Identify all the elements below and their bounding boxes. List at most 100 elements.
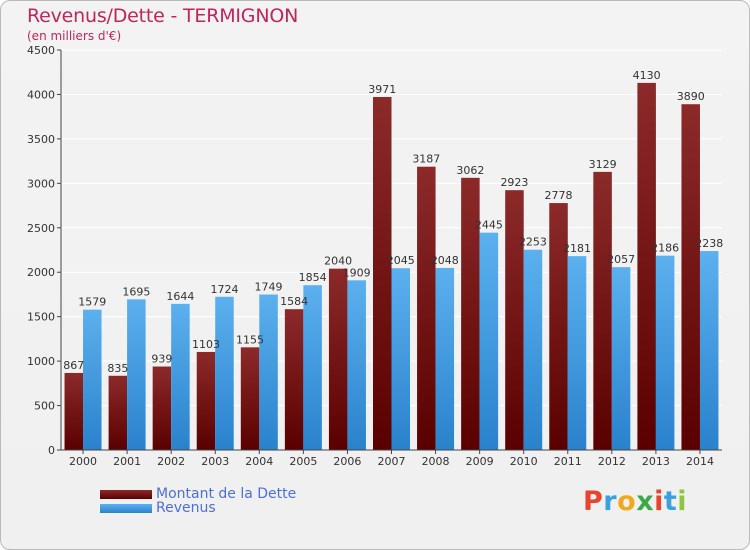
y-tick-label: 4000	[27, 88, 55, 101]
data-label-revenue: 1579	[78, 296, 106, 309]
data-label-revenue: 1644	[166, 290, 194, 303]
data-label-revenue: 2057	[607, 253, 635, 266]
bar-revenue-2013	[655, 255, 675, 450]
data-label-revenue: 1909	[343, 266, 371, 279]
bars	[64, 82, 719, 451]
data-label-debt: 2923	[500, 176, 528, 189]
legend-swatch-revenue	[100, 504, 152, 513]
bar-debt-2005	[284, 309, 304, 450]
bar-debt-2013	[637, 82, 656, 450]
data-label-debt: 3062	[456, 164, 484, 177]
logo-letter: P	[583, 486, 604, 517]
x-tick-label: 2013	[642, 455, 670, 468]
x-tick-label: 2014	[686, 455, 714, 468]
bar-debt-2004	[240, 347, 260, 450]
bar-revenue-2011	[567, 256, 587, 450]
bar-revenue-2014	[699, 251, 719, 450]
data-label-debt: 939	[151, 353, 172, 366]
data-label-revenue: 2253	[519, 236, 547, 249]
bar-debt-2000	[64, 372, 84, 450]
y-tick-label: 0	[48, 444, 55, 457]
logo-letter: t	[663, 486, 678, 517]
x-tick-label: 2001	[113, 455, 141, 468]
data-label-revenue: 1724	[210, 283, 238, 296]
y-tick-label: 500	[34, 400, 55, 413]
y-tick-label: 2500	[27, 222, 55, 235]
bar-revenue-2006	[347, 280, 366, 450]
x-tick-label: 2006	[333, 455, 361, 468]
axes: 0 500 1000 1500 2000 2500 3000 3500 4000 4500 2000…	[27, 44, 722, 468]
data-label-debt: 867	[63, 359, 84, 372]
data-label-debt: 3129	[589, 158, 617, 171]
x-tick-label: 2007	[378, 455, 406, 468]
legend-swatch-debt	[100, 490, 152, 499]
x-tick-label: 2003	[201, 455, 229, 468]
bar-debt-2003	[196, 351, 216, 450]
x-tick-label: 2000	[69, 455, 97, 468]
data-label-revenue: 2445	[475, 219, 503, 232]
bar-revenue-2001	[127, 299, 146, 450]
logo-letter: r	[603, 486, 618, 517]
y-tick-label: 1500	[27, 311, 55, 324]
logo-letter: o	[617, 486, 637, 517]
data-label-debt: 4130	[633, 69, 661, 82]
x-tick-label: 2002	[157, 455, 185, 468]
data-label-revenue: 1695	[122, 285, 150, 298]
chart-subtitle: (en milliers d'€)	[27, 29, 122, 43]
bar-revenue-2008	[435, 267, 455, 450]
bar-debt-2012	[593, 171, 612, 450]
bar-debt-2009	[461, 177, 480, 451]
bar-revenue-2009	[479, 232, 499, 450]
data-label-revenue: 1749	[255, 281, 283, 294]
bar-debt-2001	[108, 375, 128, 450]
y-tick-label: 2000	[27, 266, 55, 279]
legend-label-revenue: Revenus	[156, 500, 216, 516]
data-label-revenue: 2048	[431, 254, 459, 267]
data-label-revenue: 1854	[299, 271, 327, 284]
bar-revenue-2005	[303, 285, 322, 450]
bar-revenue-2012	[611, 267, 631, 450]
bar-debt-2006	[328, 268, 348, 450]
y-tick-label: 4500	[27, 44, 55, 57]
y-tick-label: 1000	[27, 355, 55, 368]
legend-label-debt: Montant de la Dette	[156, 486, 297, 502]
data-labels: 867 1579 835 1695 939 1644 1103 1724 1155 1749158…	[63, 69, 723, 375]
x-tick-label: 2012	[598, 455, 626, 468]
x-tick-label: 2005	[289, 455, 317, 468]
data-label-debt: 3971	[368, 83, 396, 96]
bar-revenue-2002	[171, 303, 190, 450]
bar-revenue-2003	[215, 296, 234, 450]
bar-debt-2007	[373, 97, 392, 451]
x-tick-label: 2011	[554, 455, 582, 468]
logo-letter: i	[654, 486, 664, 517]
data-label-debt: 2778	[545, 189, 573, 202]
bar-revenue-2010	[523, 249, 543, 450]
bar-debt-2002	[152, 366, 172, 450]
data-label-revenue: 2045	[387, 254, 415, 267]
x-tick-label: 2004	[245, 455, 273, 468]
data-label-revenue: 2181	[563, 242, 591, 255]
bar-debt-2014	[681, 104, 700, 450]
x-tick-label: 2009	[466, 455, 494, 468]
data-label-debt: 2040	[324, 255, 352, 268]
data-label-debt: 835	[107, 362, 128, 375]
bar-revenue-2004	[259, 294, 278, 450]
data-label-debt: 1103	[192, 338, 220, 351]
logo-letter: x	[636, 486, 655, 517]
data-label-debt: 1155	[236, 333, 264, 346]
data-label-debt: 3187	[412, 153, 440, 166]
data-label-revenue: 2238	[695, 237, 723, 250]
x-tick-label: 2008	[422, 455, 450, 468]
chart-title: Revenus/Dette - TERMIGNON	[27, 5, 299, 27]
x-tick-label: 2010	[510, 455, 538, 468]
bar-revenue-2007	[391, 268, 410, 450]
data-label-revenue: 2186	[651, 242, 679, 255]
bar-debt-2010	[505, 190, 524, 450]
y-tick-label: 3500	[27, 133, 55, 146]
y-tick-label: 3000	[27, 177, 55, 190]
data-label-debt: 1584	[280, 295, 308, 308]
data-label-debt: 3890	[677, 90, 705, 103]
bar-revenue-2000	[83, 309, 102, 450]
bar-debt-2011	[549, 203, 568, 450]
